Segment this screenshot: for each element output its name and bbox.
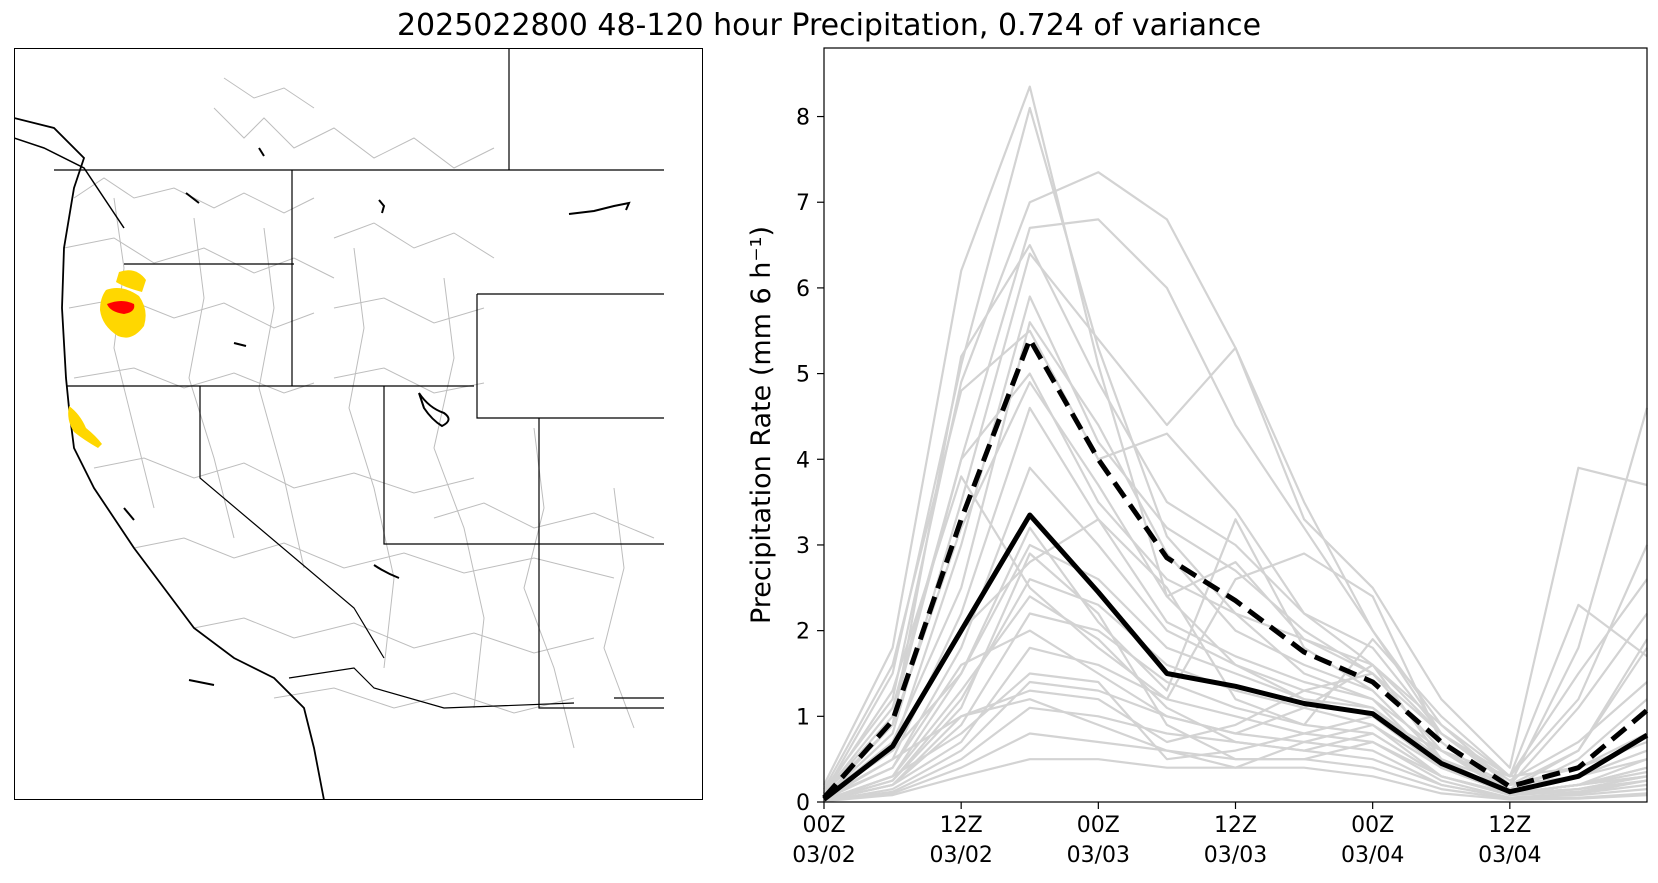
coastline-north <box>14 137 125 229</box>
ensemble-member-line-13 <box>823 578 1648 802</box>
y-tick-label: 2 <box>796 620 810 645</box>
ensemble-member-line-3 <box>823 171 1648 790</box>
ensemble-member-line-28 <box>823 381 1648 799</box>
y-tick-label: 6 <box>796 277 810 302</box>
ensemble-member-line-12 <box>823 543 1648 802</box>
x-tick-label-date: 03/02 <box>792 843 855 868</box>
y-tick-label: 4 <box>796 448 810 473</box>
y-tick-label: 0 <box>796 791 810 816</box>
series-group <box>822 336 1649 802</box>
ensemble-member-line-6 <box>823 244 1648 795</box>
ensemble-member-line-17 <box>823 706 1648 803</box>
y-tick-label: 8 <box>796 106 810 131</box>
ensemble-member-line-29 <box>823 595 1648 802</box>
ensemble-member-line-14 <box>823 612 1648 802</box>
ensemble-member-line-8 <box>823 321 1648 799</box>
y-tick-label: 3 <box>796 534 810 559</box>
coastline <box>14 117 325 800</box>
ensemble-member-line-26 <box>823 698 1648 802</box>
ensemble-member-line-19 <box>823 758 1648 803</box>
ensemble-member-line-20 <box>823 475 1648 795</box>
ensemble-member-line-9 <box>823 372 1648 795</box>
solid-series-line <box>822 512 1649 802</box>
ensemble-member-line-11 <box>823 466 1648 799</box>
ensemble-member-line-23 <box>823 629 1648 801</box>
basin-boundaries <box>63 77 655 749</box>
ensemble-member-line-4 <box>823 218 1648 795</box>
ensemble-member-line-25 <box>823 672 1648 802</box>
chart-title: 2025022800 48-120 hour Precipitation, 0.… <box>396 8 1262 43</box>
yellow-region-california <box>68 406 102 448</box>
basin-map <box>14 48 703 800</box>
x-tick-label-date: 03/04 <box>1341 843 1404 868</box>
state-borders <box>54 48 664 709</box>
y-axis-label: Precipitation Rate (mm 6 h⁻¹) <box>746 226 777 624</box>
map-frame <box>14 48 703 800</box>
x-tick-label-time: 12Z <box>1214 813 1257 838</box>
ensemble-member-line-18 <box>823 732 1648 803</box>
plot-frame <box>823 47 1648 803</box>
ensemble-member-line-22 <box>823 518 1648 799</box>
red-region-oregon <box>107 301 135 314</box>
y-axis: 0 1 2 3 4 5 6 7 8 <box>796 106 824 816</box>
x-axis: 00Z 03/02 12Z 03/02 00Z 03/03 12Z 03/03 00Z 03/04… <box>792 802 1542 868</box>
x-tick-label-date: 03/02 <box>929 843 992 868</box>
x-tick-label-time: 00Z <box>802 813 845 838</box>
ensemble-members <box>823 85 1649 803</box>
ensemble-member-line-5 <box>823 252 1649 799</box>
ensemble-member-line-10 <box>823 406 1648 799</box>
ensemble-member-line-2 <box>823 106 1649 794</box>
x-tick-label-time: 12Z <box>1488 813 1531 838</box>
ensemble-member-line-7 <box>823 295 1648 799</box>
ensemble-member-line-21 <box>823 518 1648 799</box>
x-tick-label-date: 03/03 <box>1204 843 1267 868</box>
x-tick-label-time: 00Z <box>1351 813 1394 838</box>
lake-outlines <box>123 147 631 686</box>
ensemble-member-line-30 <box>823 552 1648 802</box>
ensemble-member-line-24 <box>823 672 1648 801</box>
dashed-series-line <box>822 336 1649 800</box>
yellow-region-oregon <box>116 270 146 292</box>
ensemble-member-line-27 <box>823 329 1648 790</box>
x-tick-label-time: 00Z <box>1077 813 1120 838</box>
x-tick-label-time: 12Z <box>940 813 983 838</box>
ensemble-member-line-1 <box>823 85 1648 787</box>
y-tick-label: 7 <box>796 191 810 216</box>
x-tick-label-date: 03/04 <box>1478 843 1541 868</box>
ensemble-member-line-16 <box>823 680 1648 803</box>
y-tick-label: 1 <box>796 705 810 730</box>
x-tick-label-date: 03/03 <box>1067 843 1130 868</box>
y-tick-label: 5 <box>796 363 810 388</box>
ensemble-member-line-15 <box>823 646 1648 802</box>
